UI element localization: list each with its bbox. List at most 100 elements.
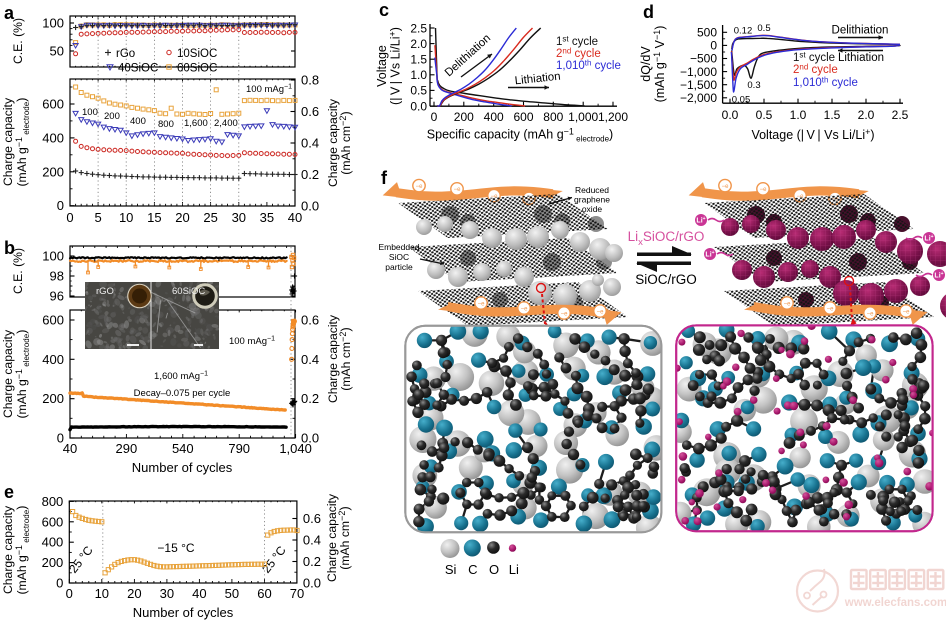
svg-text:−e: −e: [521, 306, 529, 312]
svg-text:100 mAg−1: 100 mAg−1: [246, 84, 292, 96]
svg-text:10SiOC: 10SiOC: [177, 48, 217, 60]
svg-text:−15 °C: −15 °C: [157, 541, 194, 555]
svg-text:35: 35: [260, 210, 274, 225]
svg-text:e: e: [4, 482, 14, 502]
svg-text:1,010th cycle: 1,010th cycle: [556, 59, 621, 73]
svg-text:Charge capacity: Charge capacity: [325, 493, 339, 582]
svg-text:(mAh g−1 V−1): (mAh g−1 V−1): [652, 26, 667, 103]
svg-text:0.0: 0.0: [722, 108, 739, 122]
svg-text:5: 5: [94, 210, 101, 225]
svg-text:−e: −e: [797, 194, 805, 200]
svg-text:graphene: graphene: [574, 195, 610, 205]
svg-text:1,600: 1,600: [184, 118, 208, 129]
svg-text:1st cycle: 1st cycle: [793, 51, 835, 65]
svg-text:10: 10: [119, 210, 133, 225]
svg-text:−e: −e: [722, 184, 730, 190]
svg-text:0.3: 0.3: [747, 80, 760, 91]
svg-text:Li+: Li+: [696, 216, 705, 225]
svg-text:rGO: rGO: [96, 286, 114, 297]
svg-text:0.2: 0.2: [303, 554, 321, 569]
svg-text:−1,000: −1,000: [680, 65, 717, 79]
svg-text:400: 400: [484, 110, 504, 124]
svg-text:−e: −e: [416, 184, 424, 190]
svg-text:0.0: 0.0: [301, 431, 319, 446]
svg-text:−e: −e: [478, 301, 486, 307]
svg-text:1.5: 1.5: [410, 53, 427, 67]
svg-text:rGo: rGo: [116, 48, 135, 60]
svg-text:Charge capacity: Charge capacity: [326, 98, 340, 187]
svg-text:−e: −e: [491, 194, 499, 200]
svg-text:Li+: Li+: [934, 271, 943, 280]
svg-text:30: 30: [232, 210, 246, 225]
svg-text:400: 400: [42, 130, 64, 145]
svg-text:Decay–0.075 per cycle: Decay–0.075 per cycle: [134, 388, 231, 399]
svg-text:0: 0: [57, 431, 64, 446]
svg-text:−e: −e: [597, 309, 605, 315]
svg-text:800: 800: [42, 494, 64, 509]
svg-text:−2,000: −2,000: [680, 91, 717, 105]
svg-text:60: 60: [257, 586, 271, 601]
svg-text:c: c: [379, 0, 389, 20]
svg-text:−e: −e: [903, 309, 911, 315]
svg-text:Lithiation: Lithiation: [514, 71, 561, 88]
svg-text:200: 200: [42, 164, 64, 179]
svg-text:−e: −e: [867, 311, 875, 317]
svg-text:0: 0: [66, 210, 73, 225]
svg-text:Charge capacity: Charge capacity: [326, 314, 340, 403]
svg-text:Number of cycles: Number of cycles: [132, 460, 233, 475]
svg-text:dQ/dV: dQ/dV: [639, 46, 653, 82]
svg-text:96: 96: [50, 289, 64, 304]
svg-text:Li: Li: [509, 562, 519, 577]
svg-text:1,600 mAg−1: 1,600 mAg−1: [154, 371, 208, 383]
svg-text:100: 100: [42, 249, 64, 264]
svg-text:1,010th cycle: 1,010th cycle: [793, 76, 858, 90]
svg-text:200: 200: [454, 110, 474, 124]
svg-text:C.E. (%): C.E. (%): [11, 248, 25, 294]
svg-text:Li+: Li+: [705, 250, 714, 259]
svg-text:400: 400: [42, 535, 64, 550]
svg-text:0.5: 0.5: [756, 108, 773, 122]
svg-text:790: 790: [228, 441, 250, 456]
svg-text:290: 290: [116, 441, 138, 456]
svg-text:0.4: 0.4: [301, 352, 319, 367]
svg-text:LixSiOC/rGO: LixSiOC/rGO: [628, 229, 705, 248]
svg-text:oxide: oxide: [582, 204, 603, 214]
svg-text:f: f: [381, 168, 388, 188]
svg-text:Voltage (| V | Vs Li/Li+): Voltage (| V | Vs Li/Li+): [751, 127, 874, 142]
svg-text:0.4: 0.4: [303, 533, 321, 548]
svg-text:O: O: [489, 562, 499, 577]
svg-text:400: 400: [130, 116, 146, 127]
svg-text:600: 600: [513, 110, 533, 124]
svg-text:C.E. (%): C.E. (%): [11, 18, 25, 64]
svg-text:0.6: 0.6: [301, 104, 319, 119]
svg-text:(mAh cm−2): (mAh cm−2): [338, 111, 353, 174]
svg-text:0.05: 0.05: [732, 95, 751, 106]
svg-text:0.5: 0.5: [757, 23, 770, 34]
svg-text:Si: Si: [445, 562, 457, 577]
svg-text:Charge capacity: Charge capacity: [1, 97, 15, 186]
svg-text:50: 50: [50, 44, 64, 59]
svg-text:100: 100: [82, 107, 98, 118]
svg-text:2.5: 2.5: [892, 108, 909, 122]
svg-text:0.2: 0.2: [301, 167, 319, 182]
svg-text:30: 30: [160, 586, 174, 601]
svg-text:0: 0: [57, 198, 64, 213]
svg-text:Charge capacity: Charge capacity: [1, 505, 15, 594]
svg-text:15: 15: [147, 210, 161, 225]
svg-text:0.12: 0.12: [734, 26, 753, 37]
svg-text:(| V | Vs Li/Li+): (| V | Vs Li/Li+): [388, 27, 403, 105]
svg-text:0: 0: [66, 586, 73, 601]
svg-text:Delithiation: Delithiation: [832, 25, 889, 37]
svg-text:2.5: 2.5: [410, 21, 427, 35]
svg-text:−e: −e: [784, 301, 792, 307]
svg-text:a: a: [4, 3, 15, 23]
svg-text:20: 20: [175, 210, 189, 225]
svg-text:1,040: 1,040: [279, 441, 312, 456]
svg-text:600: 600: [42, 514, 64, 529]
svg-text:0.8: 0.8: [301, 73, 319, 88]
svg-text:100: 100: [42, 16, 64, 31]
svg-text:2.0: 2.0: [858, 108, 875, 122]
svg-text:20: 20: [127, 586, 141, 601]
svg-text:1,000: 1,000: [568, 110, 598, 124]
svg-text:600: 600: [42, 313, 64, 328]
